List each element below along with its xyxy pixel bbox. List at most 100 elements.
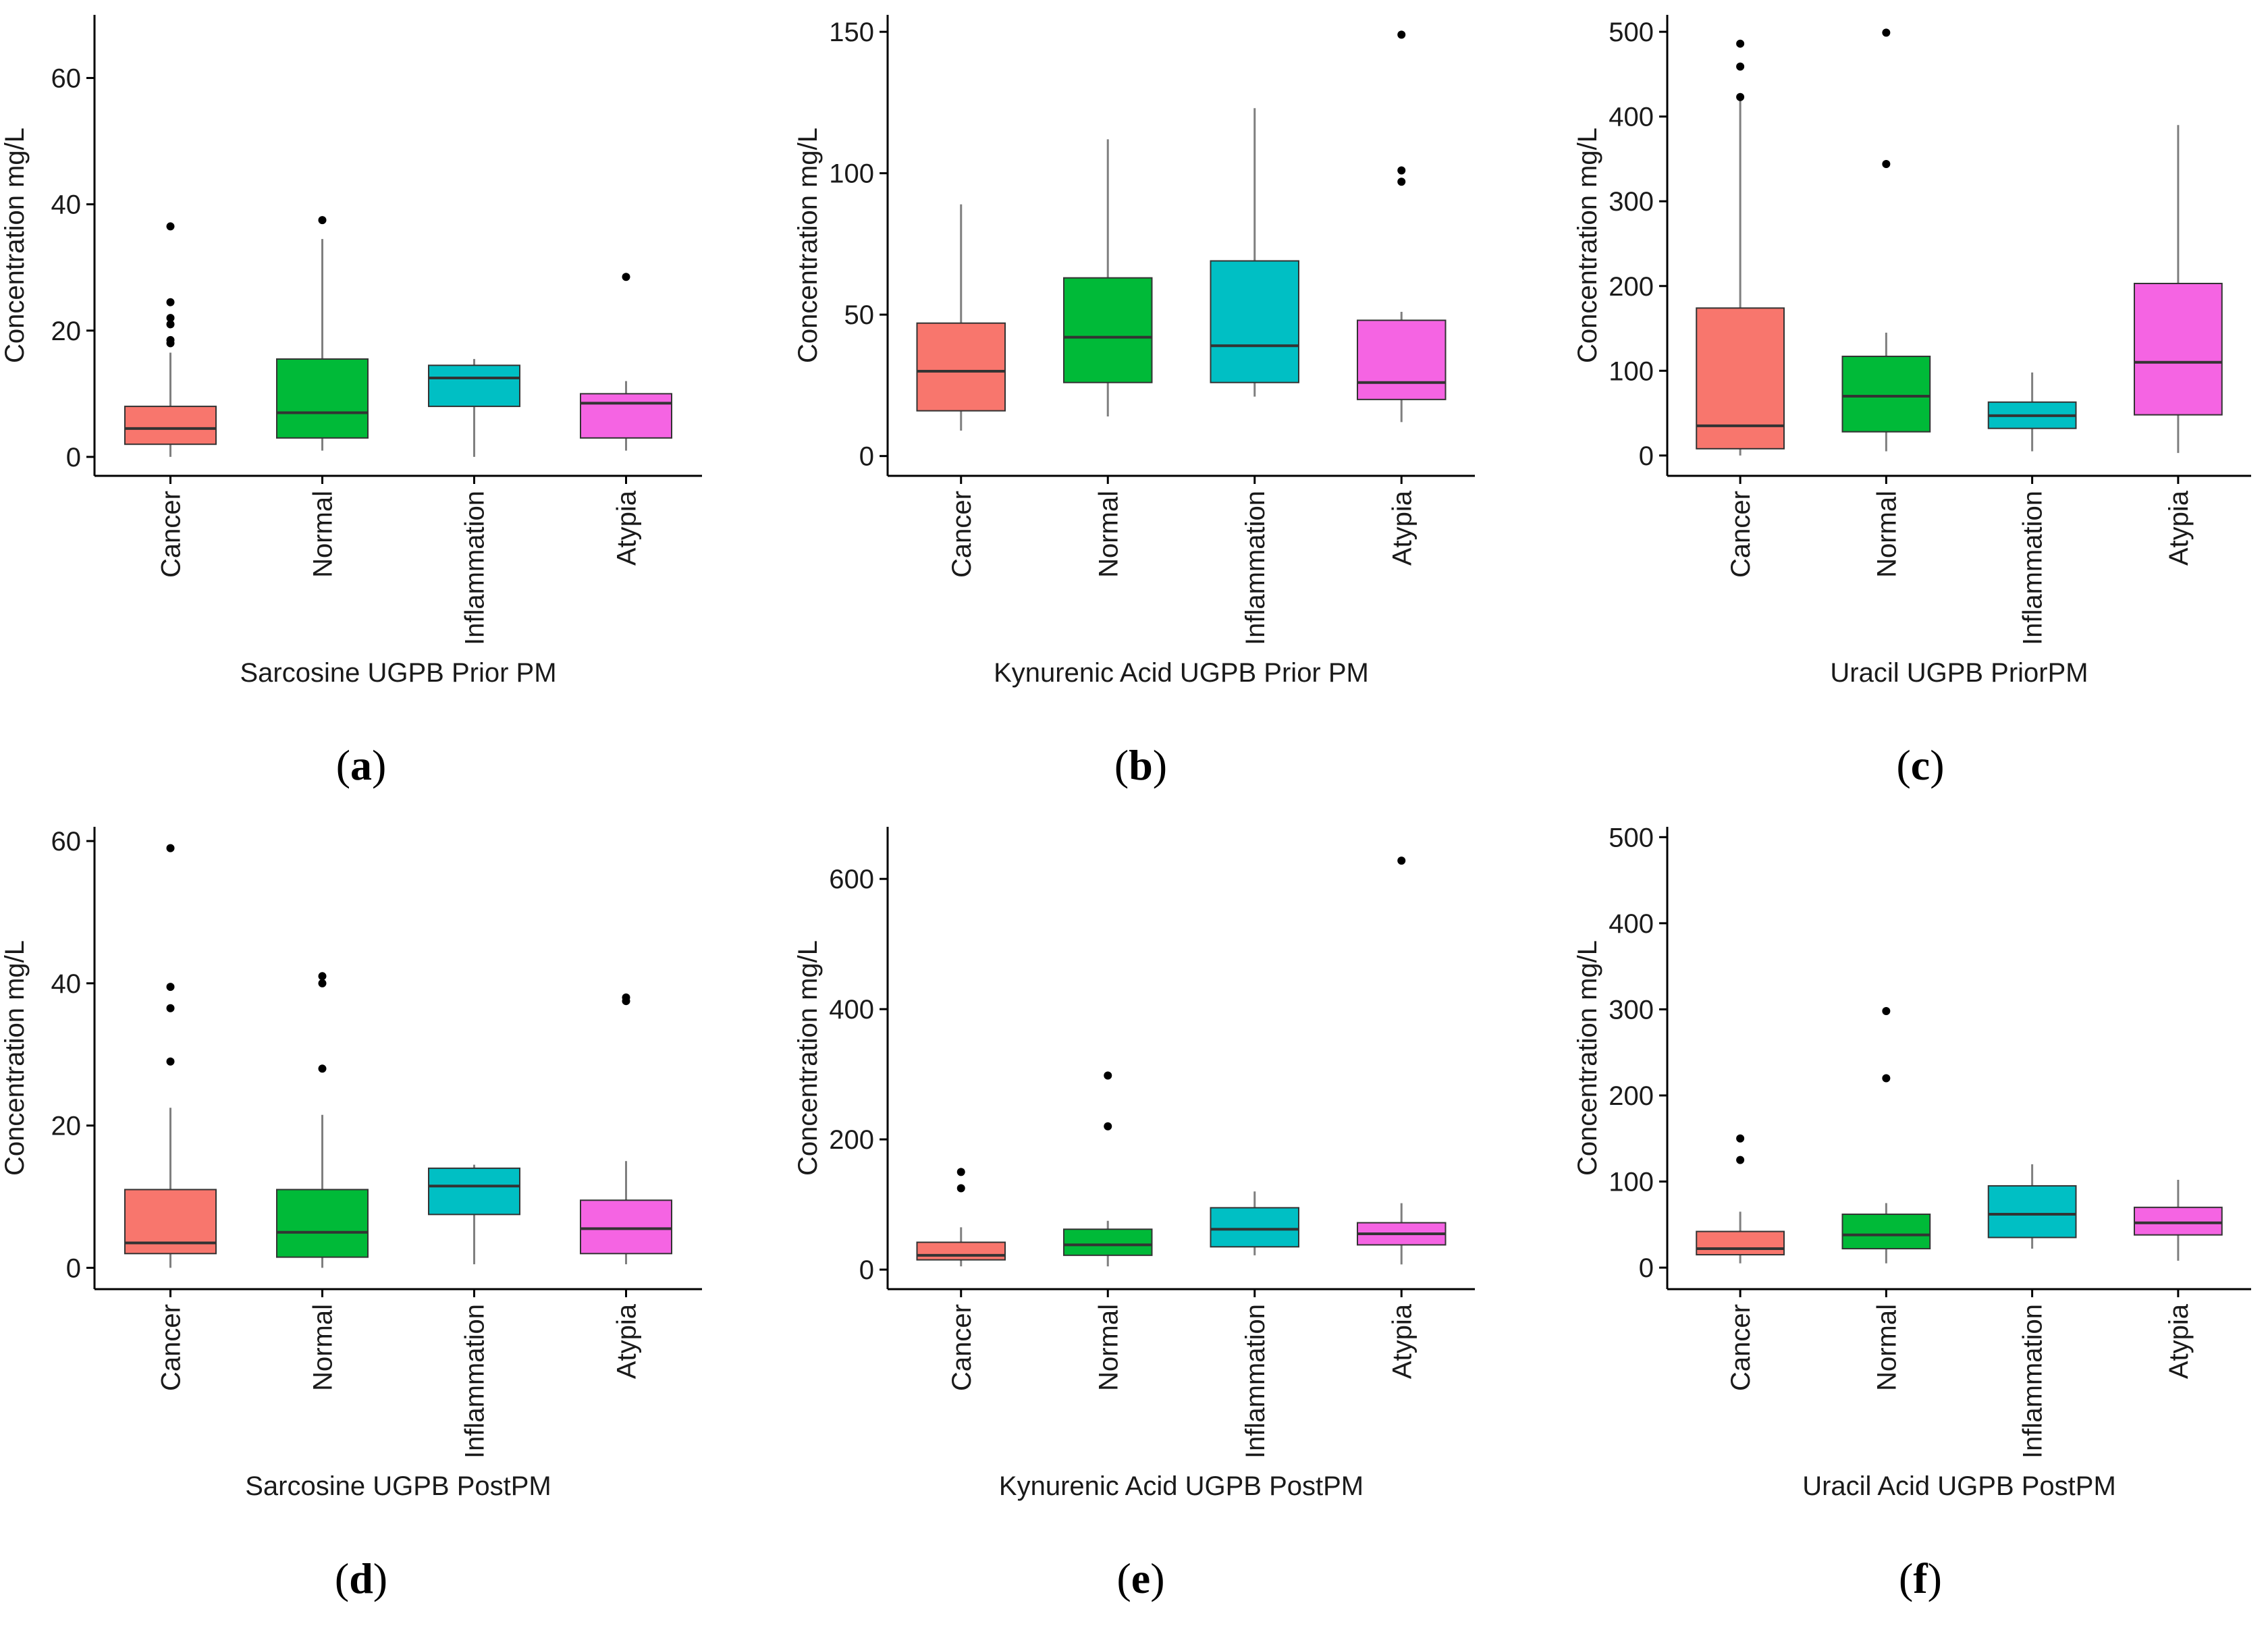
y-axis-title: Concentration mg/L [0,128,30,363]
y-tick-label: 0 [859,442,874,472]
x-tick-label-inflammation: Inflammation [460,491,490,645]
y-tick-label: 20 [51,1112,82,1141]
box-inflammation [428,364,520,408]
x-axis-title: Sarcosine UGPB Prior PM [240,658,556,688]
x-axis-title: Uracil Acid UGPB PostPM [1802,1471,2116,1501]
x-tick-label-normal: Normal [1094,491,1123,578]
outlier-point [166,983,175,991]
outlier-point [1882,28,1891,37]
x-axis-title: Sarcosine UGPB PostPM [245,1471,551,1501]
outlier-point [166,222,175,231]
outlier-point [1104,1071,1112,1080]
outlier-point [1397,166,1406,175]
x-tick-label-inflammation: Inflammation [460,1304,490,1459]
y-tick-label: 100 [1609,356,1654,386]
box-cancer [124,406,217,445]
panel-label: (e) [1116,1554,1164,1602]
outlier-point [1736,92,1745,101]
box-inflammation [1987,1185,2077,1239]
x-tick-label-normal: Normal [308,491,338,578]
panel-label: (c) [1896,741,1944,789]
x-tick-label-cancer: Cancer [947,1304,977,1391]
x-tick-label-inflammation: Inflammation [2018,1304,2048,1459]
outlier-point [1882,159,1891,168]
box-normal [1063,1228,1153,1256]
outlier-point [956,1168,965,1176]
y-tick-label: 40 [51,969,82,999]
outlier-point [166,335,175,344]
outlier-point [166,1004,175,1012]
outlier-point [956,1184,965,1193]
x-tick-label-inflammation: Inflammation [1241,1304,1270,1459]
outlier-point [1104,1122,1112,1131]
box-cancer [1696,307,1785,450]
box-normal [1841,355,1931,433]
outlier-point [318,1064,327,1073]
box-inflammation [1210,260,1299,383]
y-axis-title: Concentration mg/L [793,128,823,363]
box-normal [1841,1214,1931,1250]
x-tick-label-normal: Normal [1872,491,1901,578]
y-tick-label: 400 [1609,909,1654,939]
y-tick-label: 600 [829,865,874,894]
outlier-point [1882,1006,1891,1015]
box-normal [276,358,369,439]
box-atypia [580,393,672,439]
x-tick-label-atypia: Atypia [2164,490,2194,566]
x-tick-label-atypia: Atypia [2164,1303,2194,1379]
box-inflammation [428,1167,520,1216]
y-tick-label: 0 [1639,1253,1654,1283]
y-tick-label: 400 [1609,103,1654,132]
x-tick-label-atypia: Atypia [1387,490,1417,566]
x-tick-label-cancer: Cancer [1726,1304,1756,1391]
x-axis-title: Kynurenic Acid UGPB PostPM [999,1471,1364,1501]
chart-panel-c: 0 100 200 300 400 500 Concentration mg/L Cancer… [1573,15,2251,789]
outlier-point [1397,30,1406,39]
outlier-point [166,1057,175,1066]
outlier-point [318,979,327,987]
x-axis-title: Kynurenic Acid UGPB Prior PM [994,658,1369,688]
outlier-point [1736,1134,1745,1143]
box-cancer [916,322,1006,412]
y-tick-label: 150 [829,18,874,47]
chart-panel-a: 0 20 40 60 Concentration mg/L Cancer Normal Inf… [0,15,702,789]
outlier-point [622,273,630,281]
panel-label: (f) [1899,1554,1942,1602]
panel-label: (a) [336,741,387,789]
x-tick-label-atypia: Atypia [1387,1303,1417,1379]
x-tick-label-cancer: Cancer [157,491,186,578]
x-tick-label-atypia: Atypia [612,490,642,566]
outlier-point [166,320,175,329]
box-atypia [2134,1206,2223,1236]
box-atypia [580,1199,672,1255]
y-axis-title: Concentration mg/L [793,940,823,1176]
y-tick-label: 0 [1639,441,1654,471]
y-tick-label: 60 [51,64,82,94]
outlier-point [318,216,327,225]
x-tick-label-cancer: Cancer [1726,491,1756,578]
box-normal [1063,277,1153,383]
x-tick-label-normal: Normal [1094,1304,1123,1391]
outlier-point [1397,178,1406,186]
outlier-point [166,844,175,852]
box-atypia [2134,282,2223,416]
x-tick-label-cancer: Cancer [947,491,977,578]
y-tick-label: 200 [1609,1081,1654,1111]
x-tick-label-normal: Normal [1872,1304,1901,1391]
outlier-point [318,972,327,981]
outlier-point [1882,1074,1891,1083]
x-tick-label-cancer: Cancer [157,1304,186,1391]
y-tick-label: 500 [1609,823,1654,852]
y-axis-title: Concentration mg/L [1573,940,1602,1176]
y-tick-label: 300 [1609,187,1654,217]
x-axis-title: Uracil UGPB PriorPM [1830,658,2088,688]
y-tick-label: 0 [66,443,81,472]
y-tick-label: 400 [829,995,874,1025]
outlier-point [166,314,175,323]
y-tick-label: 100 [1609,1168,1654,1197]
outlier-point [622,993,630,1002]
panel-label: (b) [1114,741,1167,789]
box-normal [276,1189,369,1258]
outlier-point [166,298,175,306]
